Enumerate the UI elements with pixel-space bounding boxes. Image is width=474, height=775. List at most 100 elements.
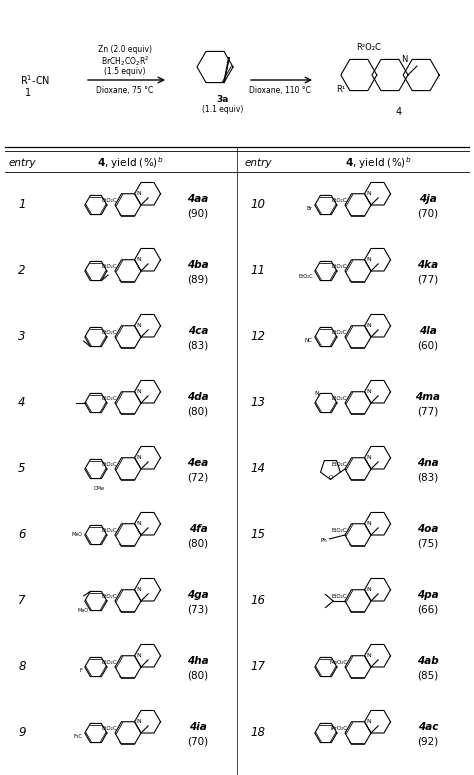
Text: (85): (85) (418, 671, 438, 681)
Text: 4na: 4na (417, 458, 439, 468)
Text: EtO₂C: EtO₂C (332, 528, 347, 533)
Text: 13: 13 (250, 397, 265, 409)
Text: (83): (83) (418, 473, 438, 483)
Text: EtO₂C: EtO₂C (102, 264, 118, 269)
Text: (70): (70) (418, 209, 438, 219)
Text: 1: 1 (18, 198, 26, 212)
Text: Dioxane, 75 °C: Dioxane, 75 °C (96, 87, 154, 95)
Text: MeO: MeO (72, 532, 83, 538)
Text: Ph: Ph (320, 539, 328, 543)
Text: 4ka: 4ka (418, 260, 438, 270)
Text: (77): (77) (418, 407, 438, 417)
Text: EtO₂C: EtO₂C (332, 396, 347, 401)
Text: R²O₂C: R²O₂C (356, 43, 381, 53)
Text: 12: 12 (250, 330, 265, 343)
Text: 4ha: 4ha (187, 656, 209, 666)
Text: N: N (366, 719, 371, 725)
Text: entry: entry (8, 158, 36, 168)
Text: (66): (66) (418, 605, 438, 615)
Text: Br: Br (307, 206, 313, 211)
Text: MeO: MeO (77, 608, 88, 613)
Text: N: N (401, 55, 407, 64)
Text: 3: 3 (18, 330, 26, 343)
Text: 5: 5 (18, 463, 26, 476)
Text: EtO₂C: EtO₂C (102, 594, 118, 599)
Text: (80): (80) (187, 671, 209, 681)
Text: (83): (83) (187, 341, 209, 351)
Text: N: N (366, 323, 371, 329)
Text: 4aa: 4aa (187, 194, 209, 204)
Text: 6: 6 (18, 529, 26, 542)
Text: F₃C: F₃C (73, 734, 83, 739)
Text: N: N (136, 191, 141, 196)
Text: N: N (136, 653, 141, 658)
Text: 4pa: 4pa (417, 590, 439, 600)
Text: N: N (366, 653, 371, 658)
Text: R$^1$-CN: R$^1$-CN (20, 73, 50, 87)
Text: 7: 7 (18, 594, 26, 608)
Text: N: N (136, 257, 141, 262)
Text: 4: 4 (18, 397, 26, 409)
Text: (89): (89) (187, 275, 209, 285)
Text: R¹: R¹ (336, 85, 346, 94)
Text: 3a: 3a (217, 95, 229, 104)
Text: EtO₂C: EtO₂C (332, 264, 347, 269)
Text: 4ab: 4ab (417, 656, 439, 666)
Text: (80): (80) (187, 407, 209, 417)
Text: (92): (92) (418, 737, 438, 747)
Text: 15: 15 (250, 529, 265, 542)
Text: (1.1 equiv): (1.1 equiv) (202, 105, 244, 114)
Text: N: N (136, 323, 141, 329)
Text: F: F (80, 668, 83, 673)
Text: NC: NC (305, 338, 313, 343)
Text: 4: 4 (396, 108, 402, 117)
Text: 4ca: 4ca (188, 326, 208, 336)
Text: 2: 2 (18, 264, 26, 277)
Text: O: O (328, 475, 333, 480)
Text: 4ga: 4ga (187, 590, 209, 600)
Text: N: N (136, 389, 141, 394)
Text: 18: 18 (250, 726, 265, 739)
Text: EtO₂C: EtO₂C (102, 462, 118, 467)
Text: 4ja: 4ja (419, 194, 437, 204)
Text: (60): (60) (418, 341, 438, 351)
Text: (70): (70) (187, 737, 209, 747)
Text: 4ma: 4ma (416, 392, 440, 402)
Text: (77): (77) (418, 275, 438, 285)
Text: 4ac: 4ac (418, 722, 438, 732)
Text: N: N (136, 455, 141, 460)
Text: N: N (366, 257, 371, 262)
Text: (72): (72) (187, 473, 209, 483)
Text: (75): (75) (418, 539, 438, 549)
Text: Dioxane, 110 °C: Dioxane, 110 °C (249, 87, 311, 95)
Text: BrCH$_2$CO$_2$R$^2$: BrCH$_2$CO$_2$R$^2$ (101, 54, 149, 68)
Text: N: N (366, 389, 371, 394)
Text: N: N (136, 522, 141, 526)
Text: 4ia: 4ia (189, 722, 207, 732)
Text: EtO₂C: EtO₂C (102, 396, 118, 401)
Text: OMe: OMe (94, 486, 105, 491)
Text: 4ba: 4ba (187, 260, 209, 270)
Text: EtO₂C: EtO₂C (102, 528, 118, 533)
Text: N: N (366, 191, 371, 196)
Text: (73): (73) (187, 605, 209, 615)
Text: N: N (366, 522, 371, 526)
Text: iPrO₂C: iPrO₂C (330, 726, 347, 731)
Text: MeO₂C: MeO₂C (329, 660, 347, 665)
Text: 4fa: 4fa (189, 524, 207, 534)
Text: 4oa: 4oa (417, 524, 439, 534)
Text: (1.5 equiv): (1.5 equiv) (104, 67, 146, 77)
Text: $\mathbf{4}$, yield (%)$^b$: $\mathbf{4}$, yield (%)$^b$ (345, 155, 411, 171)
Text: EtO₂C: EtO₂C (332, 198, 347, 203)
Text: 11: 11 (250, 264, 265, 277)
Text: 10: 10 (250, 198, 265, 212)
Text: (80): (80) (187, 539, 209, 549)
Text: N: N (366, 455, 371, 460)
Text: EtO₂C: EtO₂C (102, 660, 118, 665)
Text: 1: 1 (25, 88, 31, 98)
Text: EtO₂C: EtO₂C (102, 726, 118, 731)
Text: 9: 9 (18, 726, 26, 739)
Text: EtO₂C: EtO₂C (332, 330, 347, 335)
Text: N: N (315, 391, 319, 396)
Text: (90): (90) (187, 209, 209, 219)
